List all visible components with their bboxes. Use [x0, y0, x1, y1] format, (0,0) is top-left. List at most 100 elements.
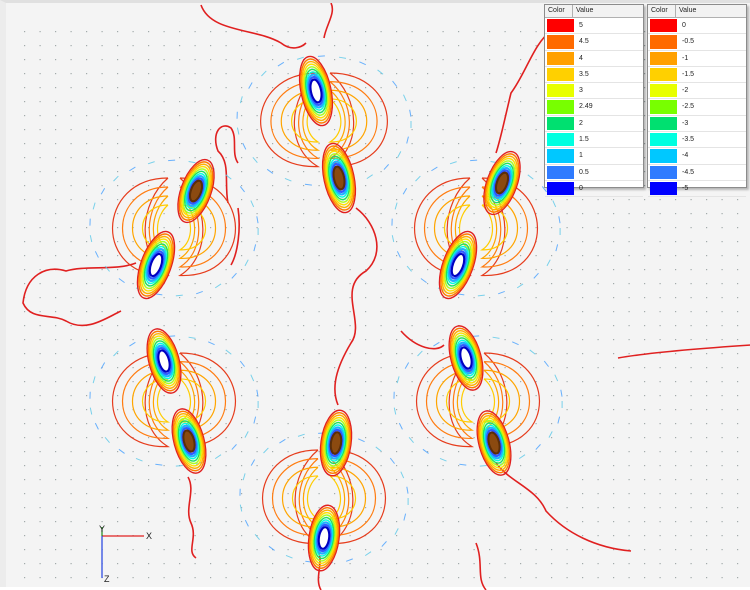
legend-swatch	[650, 166, 677, 179]
vortex-core	[477, 147, 528, 219]
legend-value-header: Value	[573, 5, 593, 17]
legend-row: -4	[648, 148, 746, 164]
legend-color-header: Color	[545, 5, 573, 17]
legend-row: 1	[545, 148, 643, 164]
legend-value: -2.5	[678, 99, 694, 114]
legend-value: 4	[575, 51, 583, 66]
legend-row: 0.5	[545, 165, 643, 181]
legend-row: -3	[648, 116, 746, 132]
vortex-core	[471, 407, 517, 479]
legend-swatch	[547, 133, 574, 146]
boundary-contour	[335, 208, 377, 405]
legend-row: -5	[648, 181, 746, 197]
legend-swatch	[650, 182, 677, 195]
legend-value-header: Value	[676, 5, 696, 17]
legend-value: -4.5	[678, 165, 694, 180]
z-axis-label: Z	[104, 574, 110, 584]
y-axis-label: Y	[99, 524, 105, 534]
legend-swatch	[547, 166, 574, 179]
legend-swatch	[547, 52, 574, 65]
vortex-core	[443, 322, 489, 394]
legend-value: 3	[575, 83, 583, 98]
legend-swatch	[650, 52, 677, 65]
legend-swatch	[547, 68, 574, 81]
legend-row: -2	[648, 83, 746, 99]
legend-swatch	[650, 84, 677, 97]
legend-swatch	[650, 68, 677, 81]
legend-value: -4	[678, 148, 688, 163]
vortex-cluster	[392, 160, 560, 296]
legend-swatch	[650, 100, 677, 113]
vortex-core	[166, 405, 212, 477]
legend-value: 1	[575, 148, 583, 163]
legend-value: -0.5	[678, 34, 694, 49]
legend-row: 2.49	[545, 99, 643, 115]
boundary-contour	[496, 31, 551, 153]
legend-row: -1.5	[648, 67, 746, 83]
boundary-contour	[618, 345, 750, 358]
boundary-contour	[324, 3, 332, 38]
axis-triad: X Y Z	[96, 524, 156, 584]
legend-value: -5	[678, 181, 688, 196]
boundary-contour	[23, 263, 136, 326]
legend-row: -1	[648, 51, 746, 67]
legend-swatch	[547, 100, 574, 113]
legend-value: 0	[575, 181, 583, 196]
vortex-core	[432, 227, 484, 303]
vortex-core	[294, 53, 338, 128]
boundary-contour	[496, 463, 631, 551]
legend-swatch	[547, 84, 574, 97]
legend-row: 4	[545, 51, 643, 67]
legend-header: Color Value	[545, 5, 643, 18]
legend-value: -1	[678, 51, 688, 66]
legend-row: 1.5	[545, 132, 643, 148]
legend-color-header: Color	[648, 5, 676, 17]
legend-negative[interactable]: Color Value 0-0.5 -1-1.5-2-2.5 -3-3.5-4 -4.…	[647, 4, 747, 188]
legend-swatch	[547, 117, 574, 130]
legend-swatch	[650, 117, 677, 130]
legend-row: 4.5	[545, 34, 643, 50]
legend-row: 0	[545, 181, 643, 197]
legend-rows: 0-0.5 -1-1.5-2-2.5 -3-3.5-4 -4.5-5	[648, 18, 746, 197]
legend-value: 1.5	[575, 132, 589, 147]
legend-header: Color Value	[648, 5, 746, 18]
legend-value: -3	[678, 116, 688, 131]
legend-row: -4.5	[648, 165, 746, 181]
x-axis-label: X	[146, 531, 152, 541]
boundary-contour	[476, 543, 486, 590]
legend-value: 5	[575, 18, 583, 33]
legend-value: -2	[678, 83, 688, 98]
legend-row: 5	[545, 18, 643, 34]
legend-row: 2	[545, 116, 643, 132]
legend-swatch	[547, 35, 574, 48]
legend-value: -3.5	[678, 132, 694, 147]
legend-row: -3.5	[648, 132, 746, 148]
vortex-core	[317, 408, 356, 478]
legend-value: 3.5	[575, 67, 589, 82]
legend-swatch	[650, 19, 677, 32]
legend-value: 2	[575, 116, 583, 131]
vortex-cluster	[90, 160, 258, 296]
legend-swatch	[650, 133, 677, 146]
legend-swatch	[650, 35, 677, 48]
legend-row: 3.5	[545, 67, 643, 83]
legend-swatch	[547, 19, 574, 32]
legend-row: -2.5	[648, 99, 746, 115]
legend-row: 3	[545, 83, 643, 99]
legend-row: 0	[648, 18, 746, 34]
boundary-contour	[201, 5, 306, 48]
boundary-contour	[188, 477, 196, 558]
legend-swatch	[547, 182, 574, 195]
boundary-contour	[401, 331, 444, 349]
legend-value: 0	[678, 18, 686, 33]
legend-value: -1.5	[678, 67, 694, 82]
legend-swatch	[650, 149, 677, 162]
vortex-core	[130, 227, 182, 303]
legend-row: -0.5	[648, 34, 746, 50]
legend-value: 2.49	[575, 99, 593, 114]
legend-value: 0.5	[575, 165, 589, 180]
legend-swatch	[547, 149, 574, 162]
legend-value: 4.5	[575, 34, 589, 49]
